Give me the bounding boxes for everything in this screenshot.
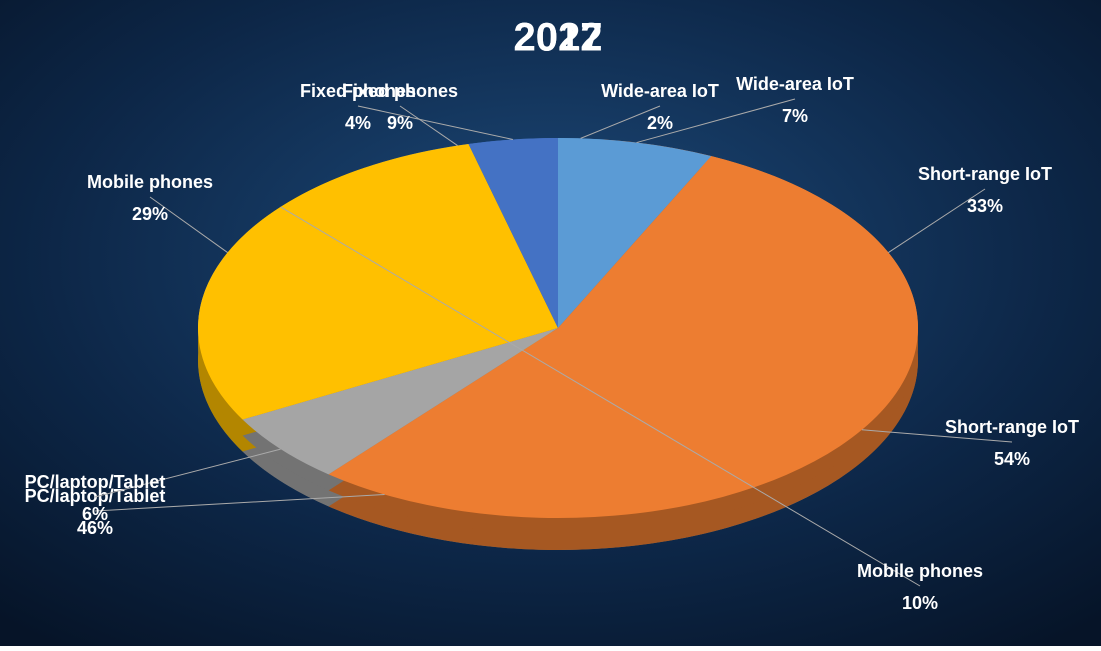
- data-label-value: 10%: [902, 593, 938, 613]
- data-label-value: 6%: [82, 504, 108, 524]
- data-label-value: 9%: [387, 113, 413, 133]
- chart-title: 2022: [514, 16, 603, 60]
- data-label-name: Wide-area IoT: [601, 81, 719, 101]
- data-label-value: 54%: [994, 449, 1030, 469]
- data-label-name: Fixed phones: [300, 81, 416, 101]
- data-label-value: 7%: [782, 106, 808, 126]
- data-label-name: Short-range IoT: [918, 164, 1052, 184]
- data-label-name: Short-range IoT: [945, 417, 1079, 437]
- pie-layer: [198, 138, 918, 550]
- data-label-name: Wide-area IoT: [736, 74, 854, 94]
- data-label-name: Mobile phones: [87, 172, 213, 192]
- data-label-value: 29%: [132, 204, 168, 224]
- data-label-name: PC/laptop/Tablet: [25, 472, 166, 492]
- data-label-value: 2%: [647, 113, 673, 133]
- data-label-name: Mobile phones: [857, 561, 983, 581]
- data-label-value: 4%: [345, 113, 371, 133]
- chart: 2017Wide-area IoT2%Short-range IoT33%PC/…: [0, 0, 1101, 646]
- data-label-value: 33%: [967, 196, 1003, 216]
